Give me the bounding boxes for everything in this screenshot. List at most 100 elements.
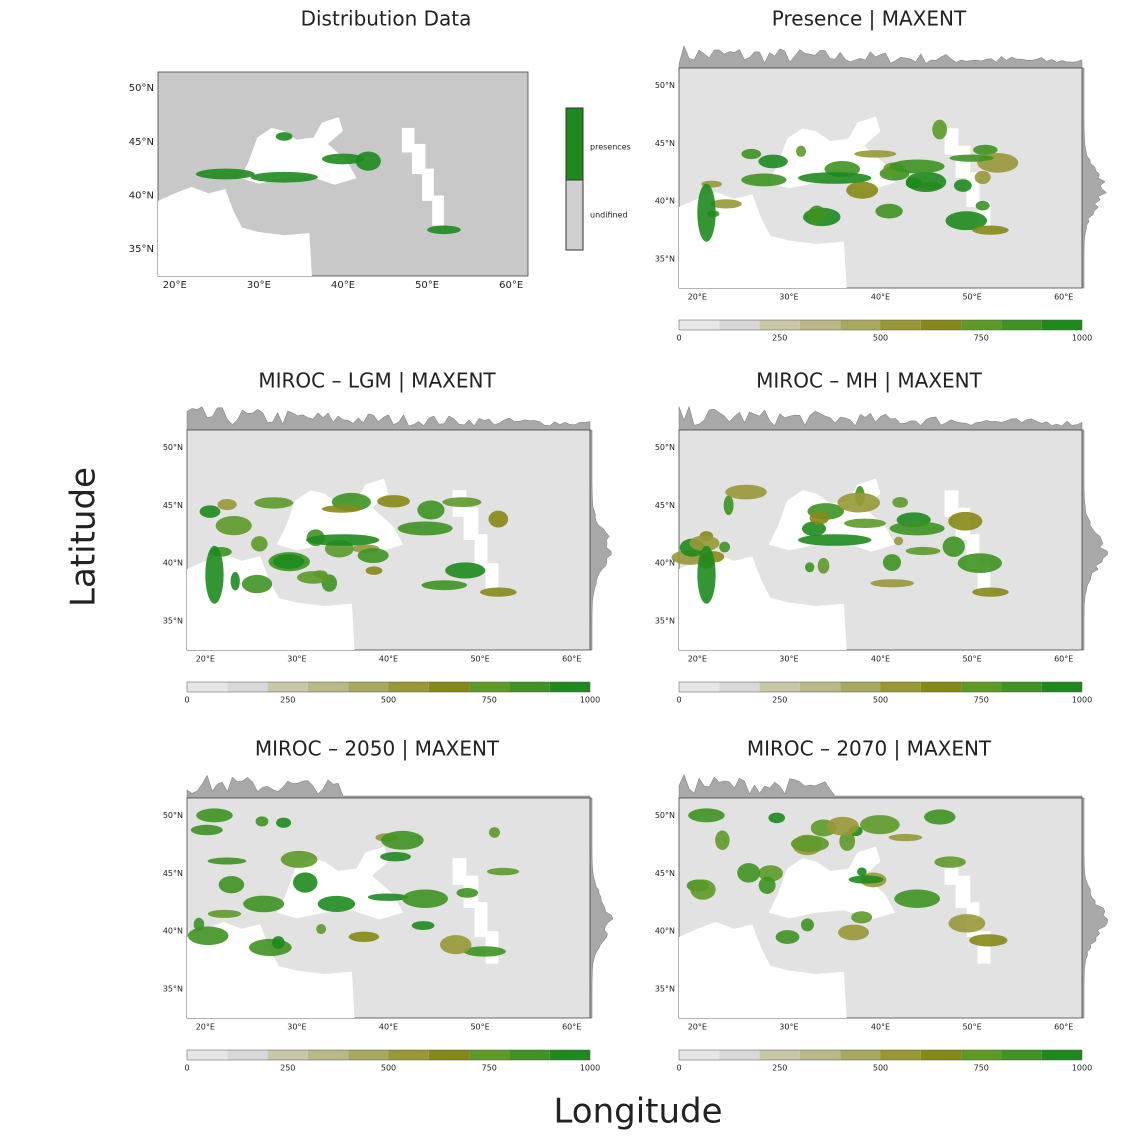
suitability-patch — [838, 924, 869, 941]
suitability-patch — [932, 119, 948, 140]
suitability-patch — [723, 495, 734, 516]
lat-tick-label: 50°N — [163, 811, 183, 820]
colorbar-segment — [549, 1050, 590, 1060]
lat-tick-label: 50°N — [655, 443, 675, 452]
lat-tick-label: 45°N — [163, 869, 183, 878]
lon-tick-label: 60°E — [1054, 1023, 1073, 1032]
colorbar-tick-label: 0 — [676, 696, 681, 705]
suitability-patch — [790, 835, 830, 853]
colorbar-tick-label: 0 — [676, 1064, 681, 1073]
suitability-patch — [293, 872, 318, 893]
sea-mediterranean — [187, 553, 355, 650]
suitability-patch — [463, 946, 506, 957]
lon-tick-label: 60°E — [562, 1023, 581, 1032]
suitability-patch — [207, 857, 247, 865]
lon-tick-label: 30°E — [779, 293, 798, 302]
x-axis-label: Longitude — [553, 1092, 722, 1132]
colorbar-segment — [719, 682, 760, 692]
colorbar-segment — [719, 1050, 760, 1060]
colorbar-segment — [267, 682, 308, 692]
lat-tick-label: 40°N — [655, 927, 675, 936]
colorbar-segment — [679, 682, 720, 692]
suitability-patch — [442, 497, 482, 508]
suitability-patch — [217, 499, 237, 511]
colorbar-tick-label: 750 — [974, 334, 989, 343]
suitability-patch — [802, 521, 827, 537]
colorbar-segment — [509, 682, 550, 692]
suitability-patch — [365, 566, 383, 575]
suitability-patch — [846, 181, 879, 199]
sea-black — [768, 116, 896, 190]
lat-tick-label: 40°N — [163, 559, 183, 568]
colorbar-tick-label: 250 — [280, 1064, 295, 1073]
suitability-patch — [893, 536, 904, 546]
suitability-patch — [710, 199, 742, 209]
colorbar-tick-label: 1000 — [580, 1064, 600, 1073]
suitability-patch — [195, 168, 255, 180]
lat-tick-label: 35°N — [163, 985, 183, 994]
suitability-patch — [218, 876, 245, 894]
suitability-patch — [480, 587, 517, 597]
lon-tick-label: 50°E — [470, 1023, 489, 1032]
lat-tick-label: 45°N — [163, 501, 183, 510]
suitability-patch — [795, 145, 807, 157]
suitability-patch — [826, 816, 859, 836]
colorbar-segment — [799, 682, 841, 692]
colorbar-tick-label: 250 — [280, 696, 295, 705]
suitability-patch — [297, 571, 330, 584]
suitability-patch — [275, 132, 293, 141]
colorbar-segment — [799, 320, 841, 330]
colorbar-segment — [187, 1050, 228, 1060]
colorbar-segment — [759, 320, 800, 330]
colorbar-tick-label: 750 — [974, 1064, 989, 1073]
suitability-patch — [230, 571, 240, 591]
lon-tick-label: 40°E — [331, 280, 355, 291]
lat-tick-label: 45°N — [655, 501, 675, 510]
lon-tick-label: 40°E — [379, 655, 398, 664]
colorbar-segment — [509, 1050, 550, 1060]
suitability-patch — [688, 808, 725, 823]
suitability-patch — [276, 817, 292, 828]
suitability-patch — [758, 876, 776, 894]
suitability-patch — [737, 863, 761, 883]
colorbar-segment — [880, 1050, 921, 1060]
suitability-patch — [741, 148, 762, 160]
colorbar-tick-label: 1000 — [1072, 334, 1092, 343]
colorbar-tick-label: 750 — [974, 696, 989, 705]
suitability-patch — [402, 889, 449, 908]
colorbar-segment — [187, 682, 228, 692]
colorbar-segment — [267, 1050, 308, 1060]
suitability-patch — [440, 935, 472, 955]
panel-title: MIROC – MH | MAXENT — [756, 369, 982, 393]
lat-tick-label: 35°N — [655, 617, 675, 626]
marginal-histogram — [1081, 429, 1108, 651]
suitability-patch — [380, 851, 411, 862]
lon-tick-label: 50°E — [962, 293, 981, 302]
suitability-patch — [421, 580, 468, 591]
lon-tick-label: 40°E — [871, 293, 890, 302]
suitability-patch — [215, 515, 252, 536]
lon-tick-label: 60°E — [1054, 293, 1073, 302]
colorbar-segment — [1041, 320, 1082, 330]
suitability-patch — [870, 579, 915, 588]
lat-tick-label: 35°N — [655, 255, 675, 264]
suitability-patch — [809, 511, 830, 525]
lat-tick-label: 50°N — [163, 443, 183, 452]
lat-tick-label: 50°N — [655, 811, 675, 820]
colorbar-segment — [759, 682, 800, 692]
colorbar-segment — [880, 320, 921, 330]
lon-tick-label: 60°E — [562, 655, 581, 664]
suitability-patch — [251, 536, 268, 552]
suitability-patch — [417, 500, 445, 520]
colorbar-segment — [920, 1050, 962, 1060]
suitability-patch — [248, 938, 292, 957]
suitability-patch — [924, 809, 956, 825]
suitability-patch — [945, 211, 988, 231]
suitability-patch — [367, 893, 409, 901]
colorbar-tick-label: 250 — [772, 334, 787, 343]
colorbar-frame — [678, 1049, 1083, 1061]
legend-label: undifined — [590, 211, 628, 220]
lat-tick-label: 50°N — [655, 81, 675, 90]
colorbar-segment — [428, 1050, 470, 1060]
colorbar-segment — [880, 682, 921, 692]
